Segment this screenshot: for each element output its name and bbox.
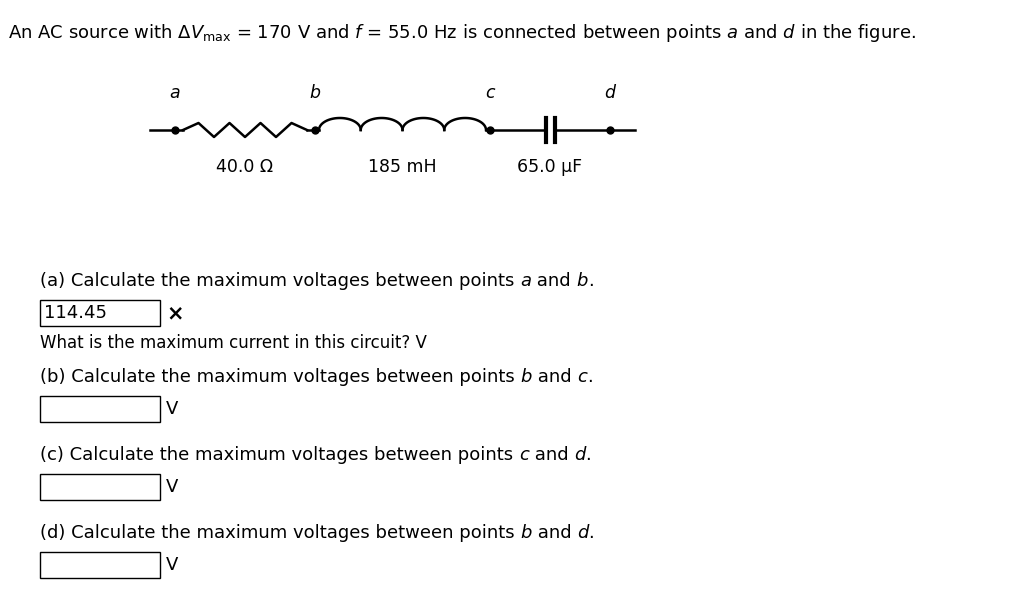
Text: b: b (520, 368, 531, 386)
Text: .: . (586, 446, 591, 464)
Text: What is the maximum current in this circuit? V: What is the maximum current in this circ… (40, 334, 427, 352)
Text: An AC source with $\Delta V_{\mathrm{max}}$ = 170 V and $f$ = 55.0 Hz is connect: An AC source with $\Delta V_{\mathrm{max… (8, 22, 915, 44)
Text: V: V (166, 400, 178, 418)
Text: a: a (520, 272, 531, 290)
Bar (40, 474, 160, 500)
Text: .: . (587, 368, 593, 386)
Text: d: d (574, 446, 586, 464)
Text: b: b (520, 524, 531, 542)
Text: (d) Calculate the maximum voltages between points: (d) Calculate the maximum voltages betwe… (40, 524, 520, 542)
Text: d: d (604, 84, 615, 102)
Text: (b) Calculate the maximum voltages between points: (b) Calculate the maximum voltages betwe… (40, 368, 520, 386)
Text: c: c (578, 368, 587, 386)
Text: a: a (170, 84, 180, 102)
Text: ×: × (166, 303, 183, 323)
Text: (a) Calculate the maximum voltages between points: (a) Calculate the maximum voltages betwe… (40, 272, 520, 290)
Text: and: and (528, 446, 574, 464)
Bar (40, 300, 160, 326)
Text: and: and (531, 524, 578, 542)
Text: V: V (166, 478, 178, 496)
Text: (c) Calculate the maximum voltages between points: (c) Calculate the maximum voltages betwe… (40, 446, 519, 464)
Text: 185 mH: 185 mH (369, 158, 437, 176)
Text: 114.45: 114.45 (44, 304, 106, 322)
Text: b: b (309, 84, 321, 102)
Text: .: . (589, 524, 594, 542)
Text: d: d (578, 524, 589, 542)
Bar (40, 396, 160, 422)
Text: b: b (577, 272, 588, 290)
Text: V: V (166, 556, 178, 574)
Text: and: and (531, 368, 578, 386)
Text: 40.0 Ω: 40.0 Ω (216, 158, 273, 176)
Text: c: c (519, 446, 528, 464)
Text: and: and (531, 272, 577, 290)
Text: 65.0 μF: 65.0 μF (517, 158, 583, 176)
Text: c: c (485, 84, 495, 102)
Text: .: . (588, 272, 594, 290)
Bar (40, 552, 160, 578)
